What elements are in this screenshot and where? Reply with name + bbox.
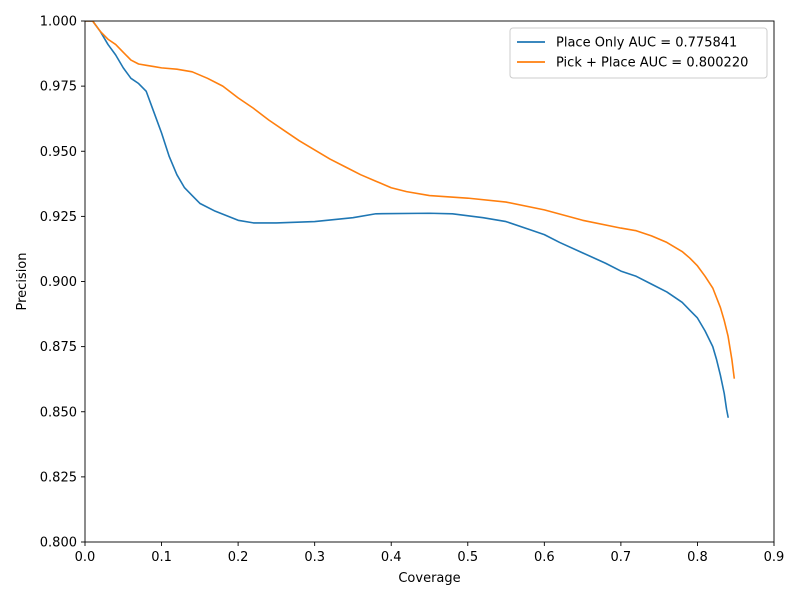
ticks: 0.0 0.1 0.2 0.3 0.4 0.5 0.6 0.7 0.8 0.9 0.800 0.825…: [40, 15, 785, 566]
legend-box: [509, 27, 768, 79]
x-tick-label: 0.1: [151, 550, 172, 565]
y-tick-label: 1.000: [40, 15, 77, 30]
plot-area: [85, 21, 736, 418]
legend-label-2: Pick + Place AUC = 0.800220: [556, 56, 748, 71]
y-tick-label: 0.875: [40, 340, 77, 355]
y-tick-label: 0.850: [40, 405, 77, 420]
y-tick-label: 0.925: [40, 210, 77, 225]
series-line-1: [85, 21, 730, 418]
y-tick-label: 0.950: [40, 145, 77, 160]
y-tick-label: 0.900: [40, 275, 77, 290]
series-line-2: [85, 21, 736, 379]
x-tick-label: 0.7: [611, 550, 632, 565]
x-tick-label: 0.4: [381, 550, 402, 565]
x-tick-label: 0.6: [534, 550, 555, 565]
legend: Place Only AUC = 0.775841 Pick + Place AU…: [509, 27, 768, 79]
x-axis-label: Coverage: [398, 571, 460, 586]
x-tick-label: 0.2: [228, 550, 249, 565]
x-tick-label: 0.0: [75, 550, 96, 565]
y-tick-label: 0.975: [40, 80, 77, 95]
y-axis-label: Precision: [15, 252, 30, 310]
x-tick-label: 0.5: [457, 550, 478, 565]
x-tick-label: 0.3: [304, 550, 325, 565]
y-tick-label: 0.825: [40, 470, 77, 485]
y-tick-label: 0.800: [40, 536, 77, 551]
x-tick-label: 0.9: [764, 550, 785, 565]
x-tick-label: 0.8: [687, 550, 708, 565]
legend-label-1: Place Only AUC = 0.775841: [556, 36, 737, 51]
